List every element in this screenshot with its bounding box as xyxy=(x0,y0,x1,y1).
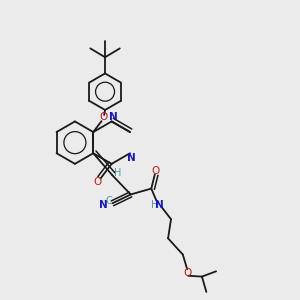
Text: H: H xyxy=(151,200,158,210)
Text: N: N xyxy=(155,200,164,210)
Text: C: C xyxy=(106,196,112,206)
Text: O: O xyxy=(151,166,160,176)
Text: O: O xyxy=(184,268,192,278)
Text: H: H xyxy=(114,168,122,178)
Text: N: N xyxy=(109,112,118,122)
Text: O: O xyxy=(94,177,102,188)
Text: N: N xyxy=(127,153,136,163)
Text: N: N xyxy=(99,200,107,210)
Text: O: O xyxy=(100,112,108,122)
